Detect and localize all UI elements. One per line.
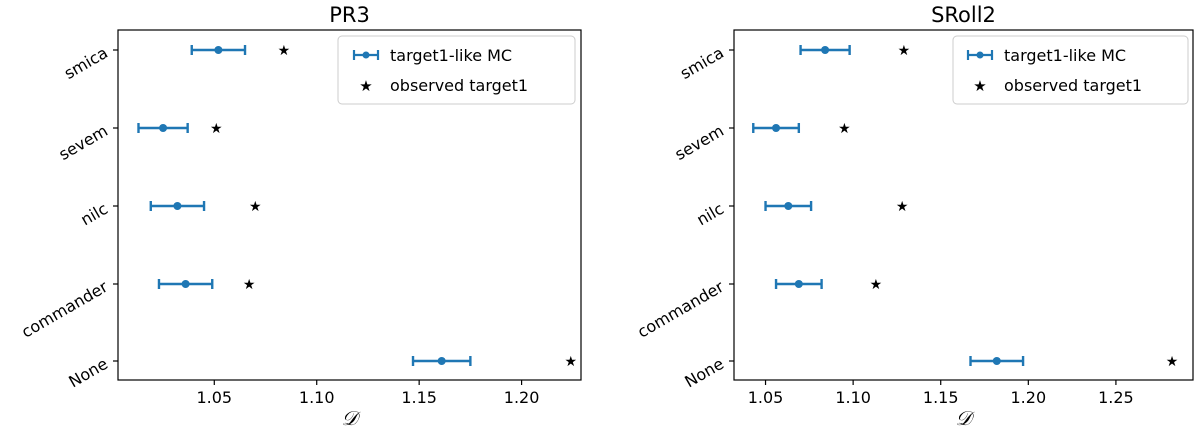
y-tick-label: None (681, 354, 727, 391)
errorbar-point (149, 201, 206, 211)
x-tick-label: 1.10 (299, 388, 335, 407)
mean-marker (181, 280, 190, 288)
data-marks-sroll2: ★ ★ ★ ★ ★ (752, 43, 1179, 370)
legend-star-symbol: ★ (973, 77, 986, 95)
legend-sroll2: target1-like MC ★ observed target1 (952, 35, 1189, 105)
mean-marker (784, 202, 793, 210)
y-tick-label: commander (634, 277, 727, 342)
y-tick-label: None (65, 354, 111, 391)
y-tick-label: smica (61, 43, 111, 83)
mean-marker (173, 202, 182, 210)
chart-title-sroll2: SRoll2 (931, 3, 996, 27)
data-marks-pr3: ★ ★ ★ ★ ★ (137, 43, 577, 370)
errorbar-point (799, 45, 851, 55)
observed-star-marker: ★ (1166, 354, 1179, 370)
x-axis-label-pr3: 𝒟 (342, 406, 362, 430)
x-ticks-sroll2: 1.05 1.10 1.15 1.20 1.25 (748, 380, 1134, 407)
observed-star-marker: ★ (243, 277, 256, 293)
errorbar-point (190, 45, 247, 55)
observed-star-marker: ★ (249, 199, 262, 215)
x-axis-label-sroll2: 𝒟 (956, 406, 976, 430)
observed-star-marker: ★ (870, 277, 883, 293)
legend-frame (952, 35, 1189, 105)
x-tick-label: 1.15 (923, 388, 959, 407)
legend-label-mc: target1-like MC (390, 46, 512, 65)
y-ticks-sroll2: smica sevem nilc commander None (634, 43, 734, 391)
legend-pr3: target1-like MC ★ observed target1 (337, 35, 576, 105)
x-tick-label: 1.15 (401, 388, 437, 407)
chart-title-pr3: PR3 (329, 3, 370, 27)
x-tick-label: 1.05 (196, 388, 232, 407)
panel-pr3: PR3 𝒟 1.05 1.10 1.15 1.20 smica sevem nilc com… (18, 3, 582, 430)
mean-marker (159, 124, 168, 132)
y-tick-label: commander (18, 277, 111, 342)
y-tick-label: sevem (56, 121, 111, 164)
errorbar-point (411, 356, 472, 366)
mean-marker (821, 46, 830, 54)
legend-errorbar-symbol (966, 50, 994, 60)
errorbar-point (774, 279, 823, 289)
observed-star-marker: ★ (564, 354, 577, 370)
x-tick-label: 1.20 (504, 388, 540, 407)
x-tick-label: 1.20 (1011, 388, 1047, 407)
errorbar-point (157, 279, 214, 289)
mean-marker (214, 46, 223, 54)
y-tick-label: smica (677, 43, 727, 83)
y-tick-label: sevem (672, 121, 727, 164)
observed-star-marker: ★ (838, 121, 851, 137)
legend-errorbar-symbol (352, 50, 380, 60)
legend-label-observed: observed target1 (390, 76, 528, 95)
observed-star-marker: ★ (898, 43, 911, 59)
panel-sroll2: SRoll2 𝒟 1.05 1.10 1.15 1.20 1.25 smica sevem… (634, 3, 1194, 430)
x-tick-label: 1.10 (835, 388, 871, 407)
legend-star-symbol: ★ (359, 77, 372, 95)
legend-label-observed: observed target1 (1004, 76, 1142, 95)
observed-star-marker: ★ (278, 43, 291, 59)
mean-marker (437, 357, 446, 365)
observed-star-marker: ★ (896, 199, 909, 215)
mean-marker (992, 357, 1001, 365)
mean-marker (794, 280, 803, 288)
y-tick-label: nilc (77, 199, 111, 229)
errorbar-point (137, 123, 189, 133)
legend-label-mc: target1-like MC (1004, 46, 1126, 65)
x-ticks-pr3: 1.05 1.10 1.15 1.20 (196, 380, 539, 407)
legend-frame (337, 35, 576, 105)
y-tick-label: nilc (693, 199, 727, 229)
errorbar-point (764, 201, 813, 211)
x-tick-label: 1.05 (748, 388, 784, 407)
observed-star-marker: ★ (210, 121, 223, 137)
y-ticks-pr3: smica sevem nilc commander None (18, 43, 118, 391)
errorbar-point (752, 123, 801, 133)
errorbar-point (969, 356, 1025, 366)
mean-marker (772, 124, 781, 132)
x-tick-label: 1.25 (1098, 388, 1134, 407)
